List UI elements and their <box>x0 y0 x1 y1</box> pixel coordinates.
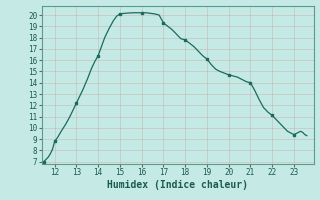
X-axis label: Humidex (Indice chaleur): Humidex (Indice chaleur) <box>107 180 248 190</box>
